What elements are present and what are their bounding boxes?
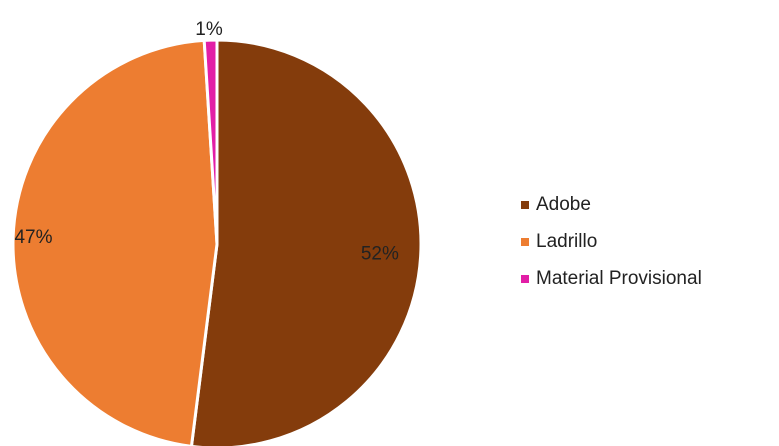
legend-swatch: [521, 200, 529, 209]
legend-label: Ladrillo: [536, 230, 598, 252]
data-label-adobe: 52%: [361, 243, 399, 264]
legend-swatch: [521, 274, 529, 283]
legend-item-adobe: Adobe: [521, 186, 702, 223]
chart-legend: Adobe Ladrillo Material Provisional: [521, 186, 702, 297]
legend-label: Adobe: [536, 193, 591, 215]
legend-item-material-provisional: Material Provisional: [521, 260, 702, 297]
data-label-ladrillo: 47%: [14, 227, 52, 248]
legend-swatch: [521, 237, 529, 246]
legend-label: Material Provisional: [536, 267, 702, 289]
legend-item-ladrillo: Ladrillo: [521, 223, 702, 260]
pie-slice-adobe: [189, 38, 423, 446]
pie-slice-material-provisional: [202, 38, 219, 245]
pie-slices: [11, 38, 423, 446]
data-label-material-provisional: 1%: [195, 19, 223, 40]
pie-data-labels: 52% 47% 1%: [14, 19, 399, 264]
pie-slice-ladrillo: [11, 38, 219, 446]
